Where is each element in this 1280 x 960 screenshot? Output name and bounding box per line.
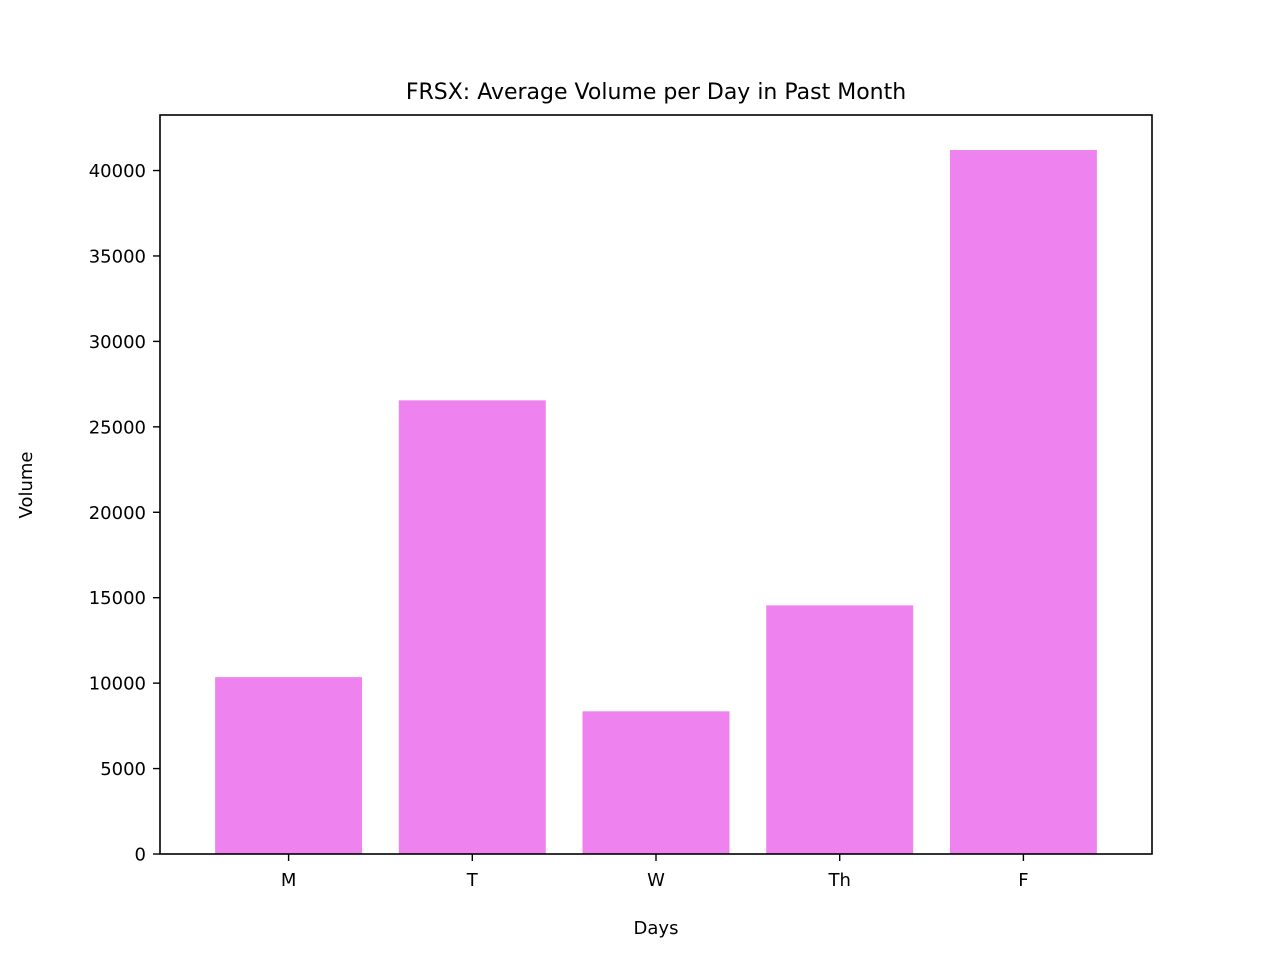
y-tick-label: 30000 [89,332,146,353]
y-tick-label: 20000 [89,503,146,524]
x-axis-ticks: M T W Th F [281,854,1029,891]
y-tick-label: 5000 [100,759,146,780]
y-axis-ticks: 0 5000 10000 15000 20000 25000 30000 35000 40000 [89,161,160,866]
y-axis-label: Volume [16,452,37,519]
bar-m [215,677,363,854]
chart-title: FRSX: Average Volume per Day in Past Mon… [406,80,906,105]
x-tick-label: M [281,870,297,891]
plot-frame [159,114,1153,855]
bar-f [949,150,1097,854]
y-tick-label: 40000 [89,161,146,182]
y-tick-label: 35000 [89,246,146,267]
x-axis-label: Days [634,918,679,939]
y-tick-label: 25000 [89,417,146,438]
y-tick-label: 15000 [89,588,146,609]
y-tick-label: 0 [135,845,146,866]
x-tick-label: T [466,870,479,891]
bar-w [582,711,730,854]
x-tick-label: W [647,870,665,891]
bar-t [398,400,546,854]
bar-th [766,605,914,854]
x-tick-label: Th [828,870,851,891]
y-tick-label: 10000 [89,674,146,695]
bar-series [215,150,1097,854]
x-tick-label: F [1018,870,1028,891]
